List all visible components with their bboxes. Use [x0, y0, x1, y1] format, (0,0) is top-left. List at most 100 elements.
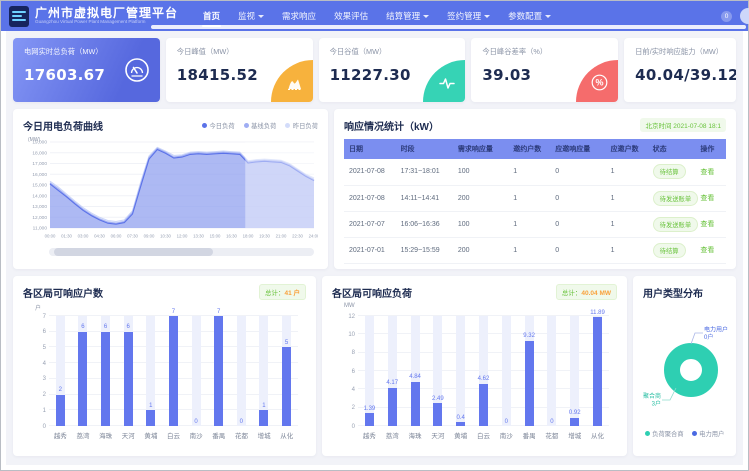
svg-text:03:00: 03:00: [78, 234, 89, 239]
legend-item[interactable]: 电力用户: [691, 429, 724, 438]
kpi-value: 39.03: [482, 66, 532, 84]
table-cell: 0: [550, 159, 606, 186]
x-tick-label: 增城: [568, 433, 582, 440]
kpi-card: 电网实时总负荷（MW） 17603.67: [13, 38, 160, 102]
kpi-label: 日前/实时响应能力（MW）: [635, 47, 724, 56]
nav-item[interactable]: 结算管理: [377, 1, 438, 31]
table-row: 2021-07-08 17:31~18:01 100 1 0 1 待结算 查看: [344, 159, 726, 186]
view-link[interactable]: 查看: [700, 247, 715, 254]
bar-track: 6: [123, 316, 133, 426]
district-households-panel: 各区局可响应户数 总计：41 户 户 0 1 2 3 4 5 6 7 2 6 6 6 1 7 0 7 0 1 5 越秀 荔…: [13, 276, 316, 456]
svg-text:19,000: 19,000: [32, 140, 47, 146]
kpi-card: 今日峰值（MW） 18415.52: [165, 38, 313, 102]
district-households-chart: 户 0 1 2 3 4 5 6 7 2 6 6 6 1 7 0 7 0 1 5 越秀 荔湾 海珠 天河 黄埔 白云 南沙 番禺 花都 增城…: [23, 302, 306, 448]
bar-track: 7: [214, 309, 224, 426]
view-link[interactable]: 查看: [700, 221, 715, 228]
district-households-title: 各区局可响应户数: [23, 288, 103, 300]
legend-item[interactable]: 昨日负荷: [285, 121, 318, 130]
x-tick-label: 增城: [257, 433, 271, 440]
kpi-card: 今日峰谷差率（%） 39.03%: [471, 38, 619, 102]
bar-chart: MW 0 2 4 6 8 10 12 1.39 4.17 4.84 2.49 0.4 4.62 0 9.32 0…: [332, 302, 617, 448]
y-tick-label: 12: [348, 313, 355, 320]
view-link[interactable]: 查看: [700, 195, 715, 202]
x-tick-label: 白云: [476, 433, 490, 440]
x-tick-label: 花都: [545, 433, 559, 440]
district-load-panel: 各区局可响应负荷 总计：40.04 MW MW 0 2 4 6 8 10 12 1.39 4.17…: [322, 276, 627, 456]
bar: [387, 387, 397, 426]
legend-item[interactable]: 今日负荷: [201, 121, 235, 130]
bar-track: 7: [168, 309, 178, 426]
nav-item[interactable]: 需求响应: [282, 11, 317, 21]
nav-scrollbar[interactable]: [151, 25, 746, 29]
x-tick-label: 天河: [431, 433, 445, 440]
bar-value-label: 7: [171, 308, 176, 315]
x-tick-label: 番禺: [212, 433, 226, 440]
table-cell: 0: [550, 185, 606, 212]
bar-track: 0: [236, 316, 246, 426]
y-tick-label: 4: [351, 386, 355, 393]
svg-text:10:30: 10:30: [160, 234, 171, 239]
bar-track: 9.32: [523, 316, 535, 426]
status-badge: 待发送账单: [652, 216, 699, 232]
legend-item[interactable]: 基线负荷: [243, 121, 276, 130]
table-cell-action: 查看: [695, 211, 726, 238]
bar: [101, 331, 111, 426]
svg-text:00:00: 00:00: [45, 234, 56, 239]
bar-value-label: 11.89: [590, 309, 605, 316]
bar-track: 4.84: [409, 316, 421, 426]
nav-item[interactable]: 效果评估: [334, 11, 369, 21]
table-cell: 100: [452, 159, 509, 186]
kpi-value: 11227.30: [329, 66, 411, 84]
y-tick-label: 6: [42, 329, 46, 336]
bar-track: 2: [55, 316, 65, 426]
bar: [456, 422, 466, 426]
bar-track: 0: [501, 316, 511, 426]
status-badge: 待结算: [652, 242, 686, 258]
bar-value-label: 1: [262, 402, 266, 409]
table-cell: 1: [605, 159, 648, 186]
bar-value-label: 7: [217, 308, 221, 315]
legend-item[interactable]: 负荷聚合商: [644, 429, 684, 438]
brand: 广州市虚拟电厂管理平台 Guangzhou Virtual Power Plan…: [35, 7, 178, 24]
notification-badge[interactable]: 0: [721, 10, 732, 22]
kpi-label: 电网实时总负荷（MW）: [24, 47, 103, 56]
bar-value-label: 9.32: [523, 333, 535, 340]
bar: [478, 383, 488, 426]
response-stats-title: 响应情况统计（kW）: [344, 121, 439, 133]
table-cell-status: 待发送账单: [647, 211, 699, 238]
kpi-value: 40.04/39.12: [635, 66, 736, 84]
x-axis-labels: 越秀 荔湾 海珠 天河 黄埔 白云 南沙 番禺 花都 增城 从化: [49, 430, 298, 440]
bar: [433, 403, 443, 426]
chart-datazoom-slider[interactable]: [49, 248, 314, 256]
svg-text:06:00: 06:00: [111, 234, 122, 239]
table-cell-status: 待结算: [647, 159, 696, 186]
table-column-header: 应邀响应量: [550, 139, 606, 159]
svg-text:15,000: 15,000: [32, 183, 47, 189]
table-cell-status: 待结算: [647, 237, 696, 264]
x-tick-label: 天河: [121, 433, 135, 440]
table-cell: 14:11~14:41: [395, 185, 453, 212]
main-nav: 首页 监视 需求响应 效果评估 结算管理 签约管理 参数配置: [194, 1, 560, 31]
bar-value-label: 4.84: [409, 374, 421, 381]
nav-item[interactable]: 签约管理: [438, 1, 499, 31]
load-curve-title: 今日用电负荷曲线: [23, 121, 103, 133]
bar-plot-area: 0 2 4 6 8 10 12 1.39 4.17 4.84 2.49 0.4 4.62 0 9.32 0 0.…: [348, 310, 609, 430]
nav-item[interactable]: 监视: [229, 1, 273, 31]
y-tick-label: 5: [42, 344, 46, 351]
bar-value-label: 6: [81, 324, 85, 331]
x-tick-label: 花都: [234, 433, 248, 440]
bar: [168, 316, 178, 426]
table-cell: 2021-07-08: [344, 159, 396, 186]
bar: [123, 331, 133, 426]
svg-text:16:30: 16:30: [226, 234, 237, 239]
bar-value-label: 0: [239, 418, 243, 425]
bar: [78, 331, 88, 426]
nav-item[interactable]: 参数配置: [499, 1, 560, 31]
bar-value-label: 0.92: [568, 410, 581, 417]
load-curve-panel: 今日用电负荷曲线 今日负荷 基线负荷 昨日负荷 11,000 12,000 13,000…: [13, 109, 328, 269]
datazoom-thumb[interactable]: [54, 248, 214, 256]
table-cell: 17:31~18:01: [395, 159, 453, 186]
y-tick-label: 6: [351, 368, 355, 375]
user-avatar[interactable]: [740, 8, 749, 24]
view-link[interactable]: 查看: [700, 168, 715, 176]
